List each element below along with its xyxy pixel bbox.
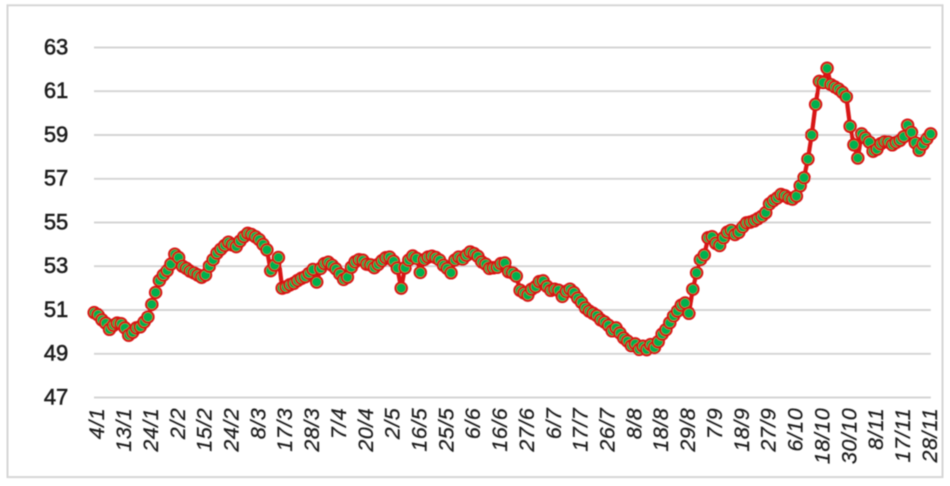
svg-text:7/9: 7/9 xyxy=(703,408,727,439)
svg-text:18/8: 18/8 xyxy=(649,408,673,452)
svg-text:6/10: 6/10 xyxy=(784,408,808,452)
svg-text:17/3: 17/3 xyxy=(273,408,297,452)
svg-text:6/6: 6/6 xyxy=(461,408,485,439)
svg-text:2/2: 2/2 xyxy=(166,408,190,440)
svg-text:61: 61 xyxy=(44,78,68,103)
svg-text:29/8: 29/8 xyxy=(676,408,700,453)
svg-text:57: 57 xyxy=(44,166,68,191)
svg-text:4/1: 4/1 xyxy=(85,408,109,439)
svg-text:53: 53 xyxy=(44,253,68,278)
svg-text:49: 49 xyxy=(44,341,68,366)
svg-text:16/5: 16/5 xyxy=(408,407,432,451)
svg-text:24/2: 24/2 xyxy=(220,408,244,453)
svg-text:24/1: 24/1 xyxy=(139,408,163,453)
svg-text:17/11: 17/11 xyxy=(891,408,915,463)
svg-text:18/9: 18/9 xyxy=(730,408,754,452)
svg-text:8/11: 8/11 xyxy=(864,408,888,450)
svg-text:15/2: 15/2 xyxy=(193,408,217,452)
svg-text:18/10: 18/10 xyxy=(810,408,834,464)
svg-text:27/6: 27/6 xyxy=(515,408,539,453)
svg-text:13/1: 13/1 xyxy=(112,408,136,452)
svg-text:6/7: 6/7 xyxy=(542,407,566,439)
svg-text:20/4: 20/4 xyxy=(354,408,378,453)
svg-text:25/5: 25/5 xyxy=(434,407,458,452)
svg-text:51: 51 xyxy=(44,297,68,322)
svg-text:30/10: 30/10 xyxy=(837,408,861,464)
svg-text:27/9: 27/9 xyxy=(757,408,781,453)
svg-text:16/6: 16/6 xyxy=(488,408,512,452)
svg-text:8/3: 8/3 xyxy=(246,408,270,439)
svg-text:47: 47 xyxy=(44,384,68,409)
svg-text:8/8: 8/8 xyxy=(622,408,646,439)
svg-text:55: 55 xyxy=(44,209,68,234)
svg-text:17/7: 17/7 xyxy=(569,407,593,451)
svg-text:7/4: 7/4 xyxy=(327,408,351,439)
svg-text:59: 59 xyxy=(44,122,68,147)
svg-text:28/3: 28/3 xyxy=(300,408,324,453)
svg-text:26/7: 26/7 xyxy=(596,407,620,452)
svg-text:28/11: 28/11 xyxy=(918,408,942,464)
svg-text:2/5: 2/5 xyxy=(381,407,405,440)
svg-text:63: 63 xyxy=(44,34,68,59)
